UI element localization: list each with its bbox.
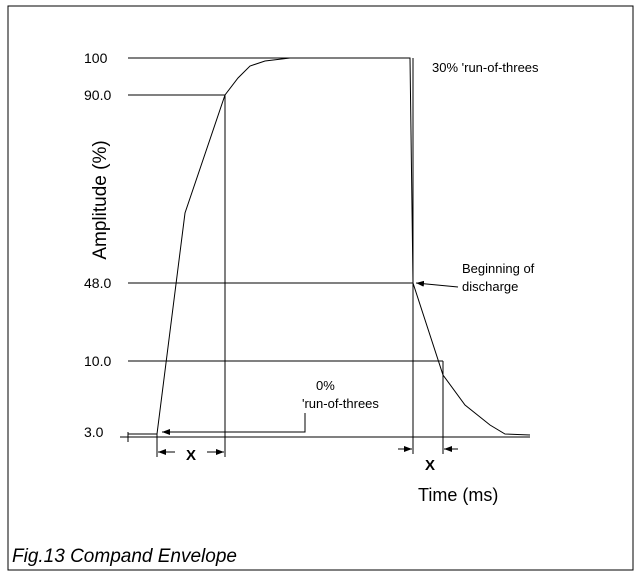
annotation-arrow	[162, 413, 306, 435]
y-label: 100	[84, 50, 108, 66]
y-label: 90.0	[84, 87, 111, 103]
envelope-curve	[128, 57, 531, 436]
y-axis-title: Amplitude (%)	[90, 140, 111, 259]
interval-arrows	[158, 446, 458, 455]
interval-label: X	[186, 447, 196, 464]
caption: Fig.13 Compand Envelope	[12, 546, 237, 567]
guide-lines	[156, 58, 444, 457]
y-label: 48.0	[84, 275, 111, 291]
y-label: 3.0	[84, 424, 104, 440]
annotation: 0%	[316, 378, 335, 393]
interval-label: X	[425, 457, 435, 474]
x-axis-title: Time (ms)	[418, 485, 498, 505]
y-label: 10.0	[84, 353, 111, 369]
annotation: 30% 'run-of-threes	[432, 60, 539, 75]
annotation: discharge	[462, 279, 518, 294]
annotation: Beginning of	[462, 261, 535, 276]
frame	[7, 5, 634, 571]
annotation: 'run-of-threes	[302, 396, 379, 411]
annotation-arrow	[415, 280, 459, 288]
